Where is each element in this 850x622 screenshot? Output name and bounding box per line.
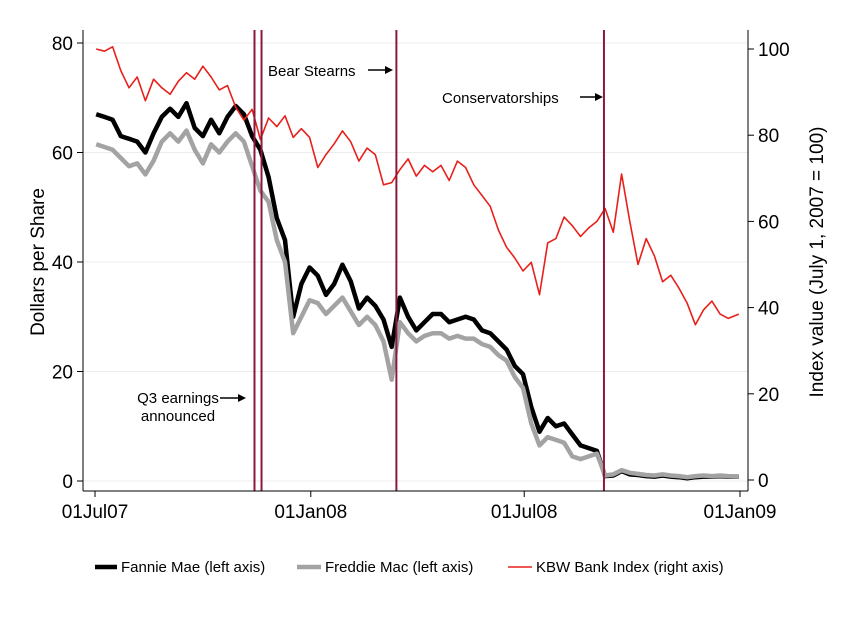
- y2-tick-label-2: 40: [758, 299, 779, 320]
- annotation-bear-stearns-text: Bear Stearns: [268, 63, 356, 80]
- x-tick-label-0: 01Jul07: [62, 502, 129, 523]
- legend-label-fannie-mae: Fannie Mae (left axis): [121, 559, 265, 576]
- axes: [82, 30, 749, 492]
- y-axis-title-left: Dollars per Share: [28, 188, 49, 336]
- y-tick-label-4: 80: [52, 34, 73, 55]
- event-lines: [253, 30, 605, 491]
- annotation-q3-earnings-line-2: announced: [141, 408, 215, 425]
- y2-tick-label-4: 80: [758, 126, 779, 147]
- legend-label-freddie-mac: Freddie Mac (left axis): [325, 559, 473, 576]
- annotation-conservatorships-arrow: [580, 93, 603, 101]
- x-tick-label-2: 01Jul08: [491, 502, 558, 523]
- y2-tick-label-0: 0: [758, 471, 769, 492]
- y2-tick-label-1: 20: [758, 385, 779, 406]
- y-tick-label-1: 20: [52, 363, 73, 384]
- x-tick-label-3: 01Jan09: [704, 502, 777, 523]
- y2-tick-label-5: 100: [758, 40, 790, 61]
- annotation-bear-stearns: Bear Stearns: [268, 63, 393, 80]
- x-tick-label-1: 01Jan08: [274, 502, 347, 523]
- legend: Fannie Mae (left axis) Freddie Mac (left…: [95, 559, 724, 576]
- legend-item-kbw-bank-index: KBW Bank Index (right axis): [508, 559, 724, 576]
- y-tick-label-3: 60: [52, 144, 73, 165]
- annotation-conservatorships: Conservatorships: [442, 90, 603, 107]
- legend-item-freddie-mac: Freddie Mac (left axis): [297, 559, 473, 576]
- y-axis-title-right: Index value (July 1, 2007 = 100): [807, 127, 828, 398]
- y-tick-label-0: 0: [62, 472, 73, 493]
- y2-tick-label-3: 60: [758, 212, 779, 233]
- plot-area: [95, 46, 740, 481]
- annotation-conservatorships-text: Conservatorships: [442, 90, 559, 107]
- series-freddie-mac-line: [95, 128, 739, 480]
- annotation-q3-earnings: Q3 earnings announced: [137, 390, 246, 425]
- annotation-q3-earnings-arrow: [220, 394, 246, 402]
- series-kbw-bank-index-line: [95, 46, 740, 326]
- annotation-bear-stearns-arrow: [368, 66, 393, 74]
- y-tick-label-2: 40: [52, 253, 73, 274]
- annotation-q3-earnings-line-1: Q3 earnings: [137, 390, 219, 407]
- axis-ticks: 01Jul07 01Jan08 01Jul08 01Jan09 0 20 40 60 80 0 20…: [52, 34, 790, 523]
- legend-item-fannie-mae: Fannie Mae (left axis): [95, 559, 265, 576]
- legend-label-kbw-bank-index: KBW Bank Index (right axis): [536, 559, 724, 576]
